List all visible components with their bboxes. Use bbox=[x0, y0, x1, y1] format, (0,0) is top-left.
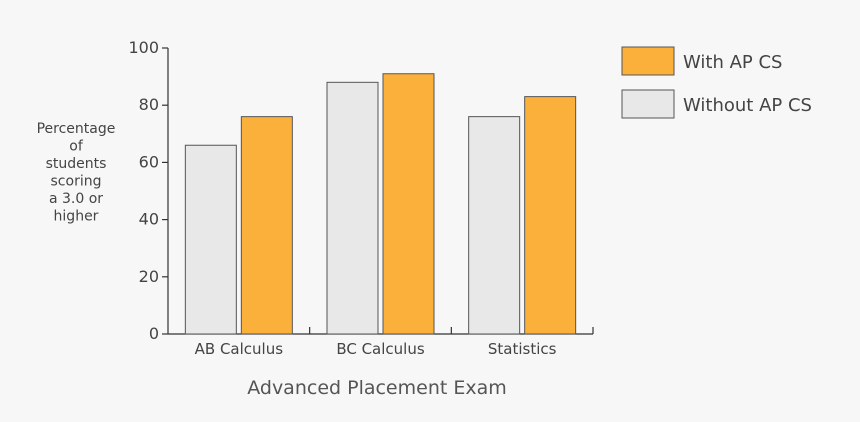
bar-without-ap-cs-statistics bbox=[468, 116, 521, 335]
y-axis-label-line: higher bbox=[54, 209, 99, 225]
y-tick-label: 0 bbox=[149, 324, 159, 343]
y-tick-label: 20 bbox=[139, 267, 159, 286]
axes bbox=[167, 48, 593, 335]
y-axis-label-line: Percentage bbox=[37, 121, 116, 137]
y-tick-label: 40 bbox=[139, 210, 159, 229]
y-tick-label: 60 bbox=[139, 152, 159, 171]
legend-swatch bbox=[621, 89, 675, 119]
y-axis-label-line: of bbox=[69, 139, 84, 155]
bar-with-ap-cs-bc-calculus bbox=[382, 73, 435, 335]
y-tick-label: 100 bbox=[128, 38, 159, 57]
legend: With AP CS Without AP CS bbox=[621, 46, 812, 119]
x-axis-categories: AB Calculus BC Calculus Statistics bbox=[195, 327, 594, 358]
x-category-label: BC Calculus bbox=[336, 340, 425, 358]
legend-label: Without AP CS bbox=[683, 95, 812, 116]
bar-without-ap-cs-ab-calculus bbox=[184, 144, 237, 335]
y-tick-label: 80 bbox=[139, 95, 159, 114]
bars bbox=[184, 73, 577, 335]
y-axis-ticks: 0 20 40 60 80 100 bbox=[128, 38, 168, 343]
bar-with-ap-cs-ab-calculus bbox=[240, 116, 293, 335]
y-axis-label-line: scoring bbox=[51, 174, 102, 190]
y-axis-label-line: students bbox=[46, 156, 107, 172]
x-axis-label: Advanced Placement Exam bbox=[247, 377, 507, 399]
x-category-label: Statistics bbox=[488, 340, 557, 358]
legend-label: With AP CS bbox=[683, 52, 782, 73]
x-category-label: AB Calculus bbox=[195, 340, 284, 358]
y-axis-label-line: a 3.0 or bbox=[49, 191, 103, 207]
legend-swatch bbox=[621, 46, 675, 76]
bar-with-ap-cs-statistics bbox=[524, 96, 577, 335]
bar-without-ap-cs-bc-calculus bbox=[326, 81, 379, 335]
